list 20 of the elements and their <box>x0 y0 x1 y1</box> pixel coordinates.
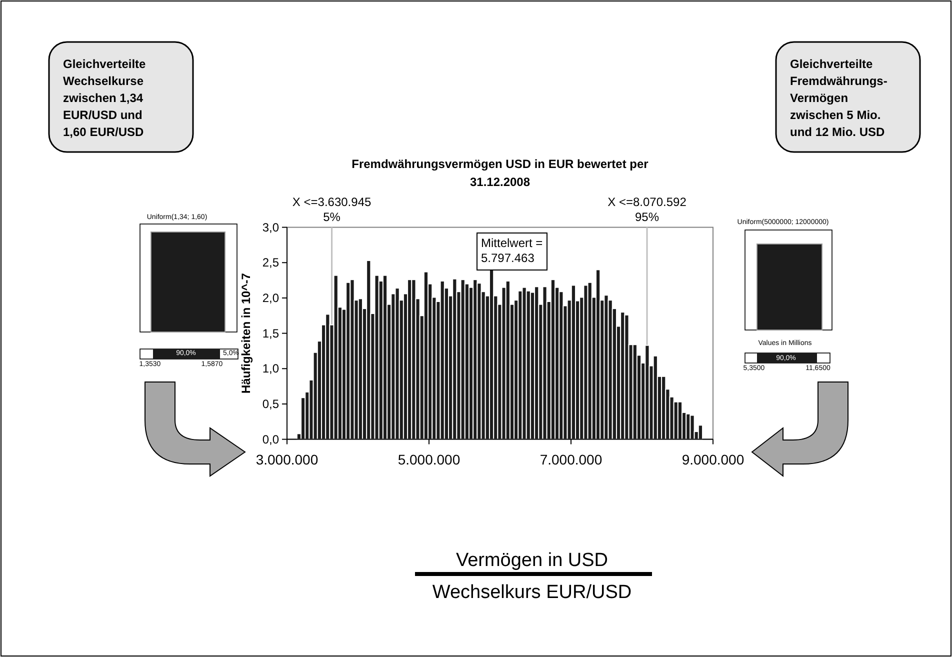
text: Wechselkurs EUR/USD <box>432 582 632 603</box>
text: Gleichverteilte Fremdwährungs-Vermögen zwischen 5 Mio. und 12 Mio. USD <box>790 57 888 139</box>
x-tick-label: 9.000.000 <box>682 451 744 468</box>
y-tick-label: 0,5 <box>262 396 280 411</box>
text: Gleichverteilte Wechselkurse zwischen 1,34 EUR/USD und 1,60 EUR/USD <box>63 57 146 139</box>
x-tick-label: 3.000.000 <box>256 451 318 468</box>
x-tick-label: 5.000.000 <box>398 451 460 468</box>
y-axis-title: Häufigkeiten in 10^-7 <box>239 272 253 394</box>
x-tick-label: 7.000.000 <box>540 451 602 468</box>
chart-title: Fremdwährungsvermögen USD in EUR bewertet per 31.12.2008 <box>352 157 649 189</box>
y-tick-label: 0,0 <box>262 432 280 446</box>
y-tick-label: 2,5 <box>262 256 280 270</box>
annotation: Mittelwert = 5.797.463 <box>481 236 543 265</box>
y-tick-label: 3,0 <box>262 220 280 234</box>
ref-line-label: X <=3.630.945 5% <box>292 195 372 224</box>
ref-line-label: X <=8.070.592 95% <box>608 195 687 224</box>
y-tick-label: 1,5 <box>262 326 280 340</box>
text: Vermögen in USD <box>456 550 608 571</box>
y-tick-label: 1,0 <box>262 362 280 376</box>
y-tick-label: 2,0 <box>262 290 280 305</box>
